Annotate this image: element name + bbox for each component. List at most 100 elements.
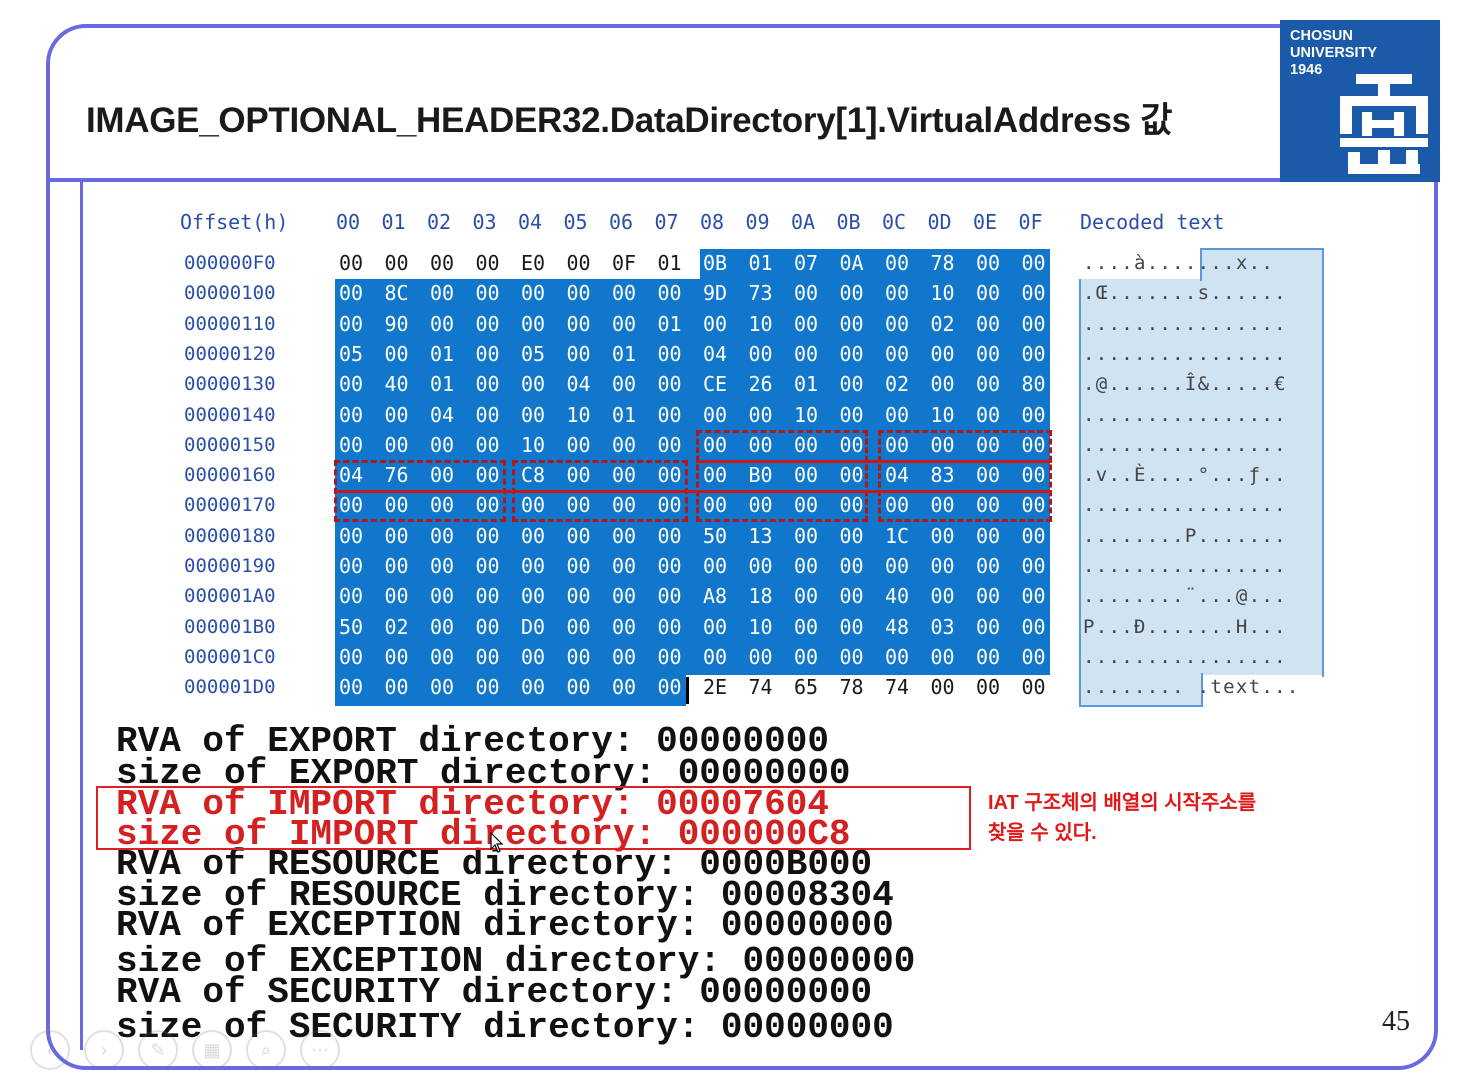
hex-byte[interactable]: 00 — [566, 554, 591, 578]
hex-byte[interactable]: 00 — [657, 584, 682, 609]
hex-byte[interactable]: 00 — [793, 311, 819, 336]
hex-byte[interactable]: 00 — [384, 251, 409, 275]
hex-byte[interactable]: 00 — [975, 251, 1001, 275]
hex-byte[interactable]: 00 — [975, 432, 1001, 457]
hex-byte[interactable]: 00 — [793, 644, 819, 669]
hex-byte[interactable]: 00 — [611, 644, 637, 669]
hex-byte[interactable]: 00 — [839, 463, 864, 488]
hex-byte[interactable]: 00 — [520, 584, 546, 609]
hex-byte[interactable]: 83 — [930, 463, 955, 488]
hex-byte[interactable]: 00 — [475, 341, 500, 366]
hex-byte[interactable]: 00 — [475, 402, 500, 427]
hex-byte[interactable]: 00 — [338, 432, 364, 457]
hex-byte[interactable]: 90 — [384, 311, 409, 336]
hex-byte[interactable]: 00 — [338, 523, 364, 548]
hex-byte[interactable]: 00 — [657, 402, 682, 427]
hex-byte[interactable]: 00 — [520, 523, 546, 548]
hex-byte[interactable]: 00 — [611, 554, 637, 578]
hex-byte[interactable]: 00 — [748, 341, 773, 366]
hex-byte[interactable]: 00 — [975, 493, 1001, 518]
hex-byte[interactable]: 04 — [338, 463, 364, 488]
hex-byte[interactable]: 00 — [884, 341, 910, 366]
hex-byte[interactable]: 00 — [1021, 614, 1046, 639]
hex-byte[interactable]: 00 — [1021, 584, 1046, 609]
hex-byte[interactable]: 00 — [1021, 251, 1046, 275]
hex-byte[interactable]: 0A — [839, 251, 864, 275]
hex-byte[interactable]: 00 — [566, 463, 591, 488]
hex-byte[interactable]: 00 — [1021, 432, 1046, 457]
hex-byte[interactable]: E0 — [520, 251, 546, 275]
hex-byte[interactable]: 00 — [384, 584, 409, 609]
hex-byte[interactable]: 00 — [429, 281, 455, 306]
hex-byte[interactable]: 00 — [839, 402, 864, 427]
hex-byte[interactable]: 00 — [839, 523, 864, 548]
hex-byte[interactable]: 00 — [657, 372, 682, 397]
hex-byte[interactable]: 00 — [566, 251, 591, 275]
hex-byte[interactable]: 80 — [1021, 372, 1046, 397]
hex-byte[interactable]: 01 — [611, 402, 637, 427]
hex-byte[interactable]: 00 — [930, 341, 955, 366]
hex-byte[interactable]: 0B — [702, 251, 728, 275]
hex-byte[interactable]: 73 — [748, 281, 773, 306]
hex-byte[interactable]: 00 — [975, 584, 1001, 609]
hex-byte[interactable]: 00 — [429, 251, 455, 275]
hex-byte[interactable]: 00 — [975, 644, 1001, 669]
hex-byte[interactable]: 26 — [748, 372, 773, 397]
hex-byte[interactable]: 00 — [793, 341, 819, 366]
hex-byte[interactable]: 00 — [930, 432, 955, 457]
hex-byte[interactable]: 00 — [930, 523, 955, 548]
hex-byte[interactable]: 00 — [839, 493, 864, 518]
hex-byte[interactable]: 03 — [930, 614, 955, 639]
hex-byte[interactable]: 65 — [793, 675, 819, 700]
hex-byte[interactable]: 00 — [884, 311, 910, 336]
hex-byte[interactable]: 04 — [429, 402, 455, 427]
hex-byte[interactable]: 74 — [748, 675, 773, 700]
hex-byte[interactable]: 00 — [429, 644, 455, 669]
hex-byte[interactable]: 00 — [429, 614, 455, 639]
hex-byte[interactable]: 00 — [702, 432, 728, 457]
hex-byte[interactable]: 00 — [429, 463, 455, 488]
hex-byte[interactable]: 00 — [429, 523, 455, 548]
hex-byte[interactable]: 00 — [384, 402, 409, 427]
hex-byte[interactable]: 10 — [793, 402, 819, 427]
hex-byte[interactable]: 00 — [1021, 463, 1046, 488]
hex-byte[interactable]: 00 — [475, 614, 500, 639]
hex-byte[interactable]: 01 — [793, 372, 819, 397]
hex-byte[interactable]: 00 — [429, 432, 455, 457]
hex-byte[interactable]: B0 — [748, 463, 773, 488]
hex-byte[interactable]: 00 — [566, 644, 591, 669]
hex-byte[interactable]: 00 — [384, 432, 409, 457]
zoom-icon[interactable]: ⌕ — [246, 1030, 286, 1070]
hex-byte[interactable]: 00 — [475, 554, 500, 578]
hex-byte[interactable]: 40 — [384, 372, 409, 397]
hex-byte[interactable]: 00 — [748, 644, 773, 669]
hex-byte[interactable]: 00 — [520, 644, 546, 669]
hex-byte[interactable]: 00 — [839, 644, 864, 669]
hex-byte[interactable]: 10 — [930, 281, 955, 306]
hex-byte[interactable]: 00 — [475, 463, 500, 488]
hex-byte[interactable]: 00 — [384, 341, 409, 366]
hex-byte[interactable]: 00 — [793, 614, 819, 639]
hex-byte[interactable]: 00 — [975, 614, 1001, 639]
hex-byte[interactable]: 00 — [429, 584, 455, 609]
hex-byte[interactable]: 00 — [1021, 493, 1046, 518]
hex-byte[interactable]: 00 — [748, 432, 773, 457]
hex-byte[interactable]: 01 — [611, 341, 637, 366]
hex-byte[interactable]: 00 — [338, 402, 364, 427]
hex-byte[interactable]: 00 — [657, 614, 682, 639]
hex-byte[interactable]: 02 — [930, 311, 955, 336]
hex-byte[interactable]: 00 — [338, 493, 364, 518]
hex-byte[interactable]: 00 — [975, 523, 1001, 548]
hex-byte[interactable]: 00 — [566, 584, 591, 609]
hex-byte[interactable]: 00 — [657, 644, 682, 669]
hex-byte[interactable]: 04 — [566, 372, 591, 397]
hex-byte[interactable]: 00 — [475, 523, 500, 548]
hex-byte[interactable]: 01 — [429, 372, 455, 397]
hex-byte[interactable]: 00 — [338, 644, 364, 669]
hex-byte[interactable]: 10 — [748, 614, 773, 639]
prev-icon[interactable]: ‹ — [30, 1030, 70, 1070]
hex-byte[interactable]: 00 — [611, 463, 637, 488]
hex-byte[interactable]: D0 — [520, 614, 546, 639]
hex-byte[interactable]: 40 — [884, 584, 910, 609]
hex-byte[interactable]: 00 — [884, 644, 910, 669]
